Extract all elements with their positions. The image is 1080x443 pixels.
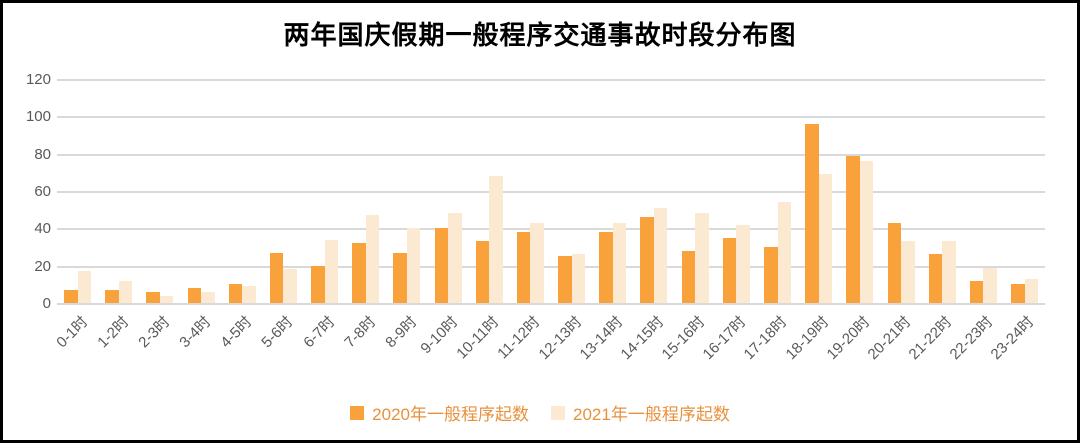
- legend-label-2020: 2020年一般程序起数: [372, 405, 529, 424]
- bar-group-16-17时: [716, 225, 757, 303]
- bar-group-21-22时: [922, 241, 963, 303]
- bar-group-7-8时: [345, 215, 386, 303]
- bar-2020年-0-1时: [64, 290, 78, 303]
- bar-group-4-5时: [222, 284, 263, 303]
- y-tick-20: 20: [34, 257, 51, 275]
- chart-title: 两年国庆假期一般程序交通事故时段分布图: [283, 20, 797, 50]
- bar-2020年-23-24时: [1011, 284, 1025, 303]
- bar-group-3-4时: [181, 288, 222, 303]
- gridline: [57, 79, 1045, 81]
- bar-group-1-2时: [98, 281, 139, 303]
- bar-group-2-3时: [139, 292, 180, 303]
- y-tick-80: 80: [34, 145, 51, 163]
- bar-group-0-1时: [57, 271, 98, 303]
- bar-2021年-3-4时: [201, 292, 215, 303]
- bar-2020年-10-11时: [475, 241, 490, 303]
- y-tick-120: 120: [25, 71, 51, 88]
- bar-2021年-0-1时: [77, 271, 92, 303]
- bar-2021年-13-14时: [612, 223, 627, 303]
- bar-2021年-22-23时: [983, 268, 997, 303]
- legend-swatch-2021: [551, 405, 565, 420]
- bar-group-11-12时: [510, 223, 551, 303]
- bar-group-22-23时: [963, 268, 1004, 303]
- plot-area: [57, 79, 1045, 305]
- bar-2020年-16-17时: [722, 238, 737, 303]
- gridline: [57, 265, 1045, 268]
- bar-2021年-21-22时: [942, 241, 956, 303]
- bar-2020年-11-12时: [516, 232, 531, 303]
- bar-group-13-14时: [592, 223, 633, 303]
- bar-2021年-18-19时: [818, 174, 833, 303]
- legend-item-2021: 2021年一般程序起数: [551, 400, 730, 425]
- bar-2020年-19-20时: [846, 156, 860, 303]
- y-tick-40: 40: [34, 220, 51, 238]
- y-tick-100: 100: [25, 108, 51, 126]
- y-tick-60: 60: [34, 183, 51, 200]
- bar-group-9-10时: [428, 213, 469, 303]
- bar-2021年-16-17时: [736, 225, 750, 303]
- bar-2020年-15-16时: [681, 251, 696, 303]
- bar-group-18-19时: [798, 124, 839, 303]
- bar-2021年-11-12时: [530, 223, 544, 303]
- bar-2020年-22-23时: [969, 281, 984, 303]
- legend-label-2021: 2021年一般程序起数: [573, 405, 730, 424]
- bar-2020年-18-19时: [805, 124, 819, 303]
- bar-group-14-15时: [633, 208, 674, 303]
- bar-2020年-2-3时: [146, 292, 160, 303]
- bar-group-5-6时: [263, 253, 304, 303]
- bar-group-17-18时: [757, 202, 798, 303]
- gridline: [57, 116, 1045, 119]
- bar-2020年-4-5时: [228, 284, 243, 303]
- bar-2020年-13-14时: [599, 232, 613, 303]
- gridline: [57, 303, 1045, 305]
- y-tick-0: 0: [42, 295, 51, 312]
- bar-2021年-2-3时: [159, 296, 174, 303]
- bar-2021年-14-15时: [653, 208, 668, 303]
- bar-2021年-23-24时: [1024, 279, 1039, 303]
- gridline: [57, 153, 1045, 156]
- bar-2020年-21-22时: [928, 254, 943, 303]
- bar-2021年-15-16时: [695, 213, 709, 303]
- bar-2020年-20-21时: [887, 223, 902, 303]
- bar-2020年-8-9时: [393, 253, 407, 303]
- legend-item-2020: 2020年一般程序起数: [350, 400, 529, 425]
- bar-group-20-21时: [880, 223, 921, 303]
- bar-group-23-24时: [1004, 279, 1045, 303]
- bar-group-12-13时: [551, 254, 592, 303]
- bar-2021年-9-10时: [448, 213, 462, 303]
- bar-2021年-19-20时: [859, 161, 874, 303]
- legend: 2020年一般程序起数 2021年一般程序起数: [3, 400, 1077, 425]
- bar-series-container: [57, 79, 1045, 303]
- bar-2021年-17-18时: [777, 202, 791, 303]
- bar-2020年-12-13时: [558, 256, 572, 303]
- bar-group-15-16时: [675, 213, 716, 303]
- bar-2020年-9-10时: [434, 228, 449, 303]
- bar-2021年-10-11时: [489, 176, 503, 303]
- bar-2020年-6-7时: [311, 266, 325, 303]
- bar-2020年-3-4时: [187, 288, 202, 303]
- bar-2021年-12-13时: [571, 254, 586, 303]
- bar-group-19-20时: [839, 156, 880, 303]
- bar-2021年-7-8时: [365, 215, 380, 303]
- bar-2021年-5-6时: [283, 269, 297, 303]
- legend-swatch-2020: [350, 405, 365, 420]
- bar-2021年-4-5时: [242, 286, 256, 303]
- bar-2021年-8-9时: [406, 228, 421, 303]
- bar-2020年-5-6时: [269, 253, 284, 303]
- bar-2021年-1-2时: [118, 281, 133, 303]
- bar-group-8-9时: [386, 228, 427, 303]
- bar-2020年-17-18时: [764, 247, 778, 303]
- gridline: [57, 228, 1045, 231]
- gridline: [57, 191, 1045, 193]
- bar-2021年-6-7时: [324, 240, 339, 303]
- bar-2020年-1-2时: [105, 290, 119, 303]
- bar-2020年-14-15时: [640, 217, 654, 303]
- bar-2021年-20-21时: [901, 241, 915, 303]
- bar-2020年-7-8时: [352, 243, 366, 303]
- bar-group-6-7时: [304, 240, 345, 303]
- bar-group-10-11时: [469, 176, 510, 303]
